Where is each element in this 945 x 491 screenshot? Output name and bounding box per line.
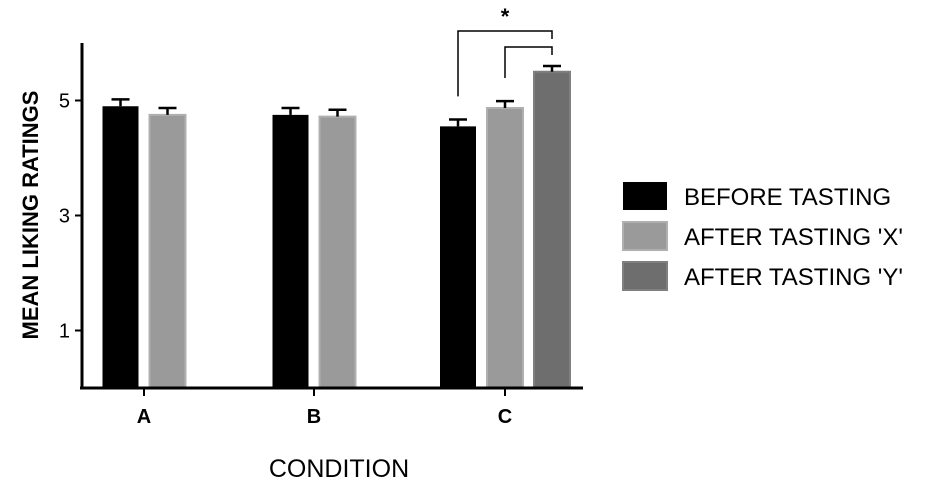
legend-label-1: AFTER TASTING 'X' <box>684 224 903 251</box>
significance-marker-0: * <box>501 4 510 29</box>
bar-C-series-2 <box>533 70 571 389</box>
bar-A-series-1 <box>148 113 187 389</box>
legend-swatch-0 <box>623 182 667 210</box>
legend-swatch-2 <box>622 261 668 291</box>
bar-C-series-1 <box>486 106 524 389</box>
bar-B-series-0 <box>272 114 309 388</box>
significance-bracket-0 <box>457 30 553 97</box>
y-tick-label-5: 5 <box>59 91 70 113</box>
bar-C-series-0 <box>440 126 476 388</box>
legend-label-0: BEFORE TASTING <box>684 184 891 211</box>
x-ticks: A B C <box>137 388 512 428</box>
significance-bracket-1 <box>504 46 553 78</box>
y-tick-label-3: 3 <box>59 206 70 228</box>
bar-B-series-1 <box>318 115 357 389</box>
legend-swatch-1 <box>622 221 668 251</box>
bar-A-series-0 <box>102 106 139 388</box>
x-tick-label-C: C <box>498 406 512 428</box>
x-axis-label: CONDITION <box>269 455 409 483</box>
legend-label-2: AFTER TASTING 'Y' <box>684 264 903 291</box>
legend: BEFORE TASTING AFTER TASTING 'X' AFTER TAS… <box>622 182 903 291</box>
error-bars-layer <box>111 64 561 127</box>
bars-layer <box>102 70 571 389</box>
y-tick-label-1: 1 <box>59 321 70 343</box>
x-tick-label-B: B <box>307 406 321 428</box>
significance-layer: * <box>457 4 553 97</box>
y-axis-label: MEAN LIKING RATINGS <box>18 91 43 340</box>
y-ticks: 1 3 5 <box>59 91 82 343</box>
x-tick-label-A: A <box>137 406 151 428</box>
